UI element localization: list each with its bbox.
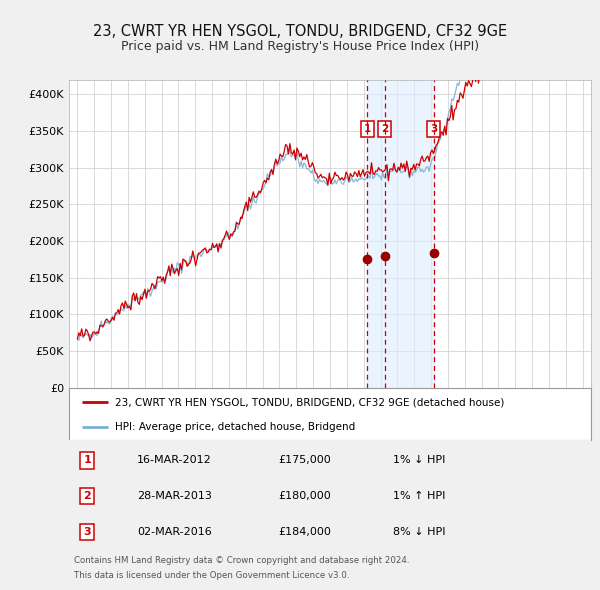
Text: £184,000: £184,000 xyxy=(278,527,331,537)
Text: 2: 2 xyxy=(83,491,91,501)
Text: 28-MAR-2013: 28-MAR-2013 xyxy=(137,491,212,501)
Text: 23, CWRT YR HEN YSGOL, TONDU, BRIDGEND, CF32 9GE (detached house): 23, CWRT YR HEN YSGOL, TONDU, BRIDGEND, … xyxy=(115,398,505,407)
Bar xyxy=(367,80,434,388)
Text: 23, CWRT YR HEN YSGOL, TONDU, BRIDGEND, CF32 9GE: 23, CWRT YR HEN YSGOL, TONDU, BRIDGEND, … xyxy=(93,24,507,38)
Text: 3: 3 xyxy=(83,527,91,537)
Text: HPI: Average price, detached house, Bridgend: HPI: Average price, detached house, Brid… xyxy=(115,422,355,432)
Text: This data is licensed under the Open Government Licence v3.0.: This data is licensed under the Open Gov… xyxy=(74,571,350,580)
Text: £175,000: £175,000 xyxy=(278,455,331,466)
Text: 02-MAR-2016: 02-MAR-2016 xyxy=(137,527,212,537)
Text: 1: 1 xyxy=(83,455,91,466)
Text: 1% ↑ HPI: 1% ↑ HPI xyxy=(392,491,445,501)
Text: 16-MAR-2012: 16-MAR-2012 xyxy=(137,455,212,466)
Text: 1: 1 xyxy=(364,124,371,134)
Text: 2: 2 xyxy=(381,124,388,134)
Text: 8% ↓ HPI: 8% ↓ HPI xyxy=(392,527,445,537)
Text: Contains HM Land Registry data © Crown copyright and database right 2024.: Contains HM Land Registry data © Crown c… xyxy=(74,556,410,565)
Text: £180,000: £180,000 xyxy=(278,491,331,501)
Text: 3: 3 xyxy=(430,124,437,134)
Text: Price paid vs. HM Land Registry's House Price Index (HPI): Price paid vs. HM Land Registry's House … xyxy=(121,40,479,53)
Text: 1% ↓ HPI: 1% ↓ HPI xyxy=(392,455,445,466)
